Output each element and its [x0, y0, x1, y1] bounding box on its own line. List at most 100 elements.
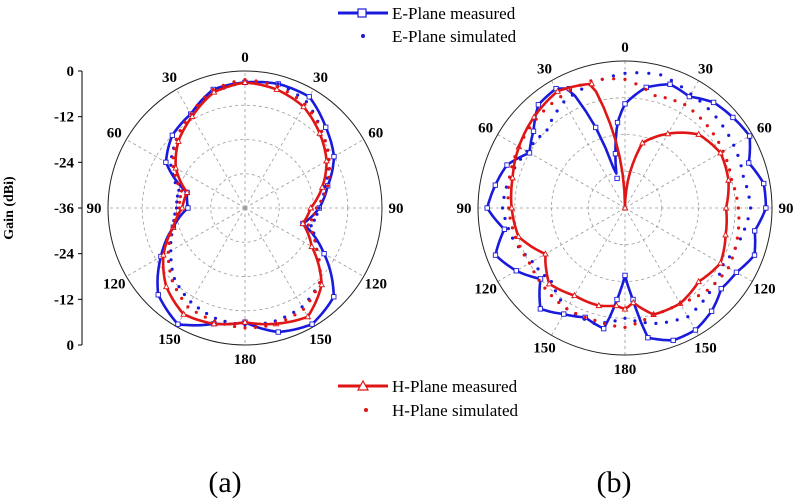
series-point [172, 147, 176, 151]
series-marker [526, 150, 533, 156]
series-point [168, 269, 172, 273]
series-point [732, 143, 736, 147]
series-point [613, 324, 617, 328]
series-point [623, 325, 627, 329]
series-marker [614, 296, 620, 303]
series-point [603, 322, 607, 326]
series-point [178, 200, 182, 204]
series-point [176, 182, 180, 186]
series-point [570, 93, 575, 97]
series-point [285, 90, 289, 94]
series-point [213, 316, 218, 320]
series-marker [304, 313, 312, 320]
series-point [611, 74, 616, 78]
angle-tick-label: 60 [478, 121, 493, 137]
series-marker [273, 85, 281, 92]
series-point [203, 315, 207, 319]
series-marker [593, 124, 599, 131]
series-marker [761, 180, 767, 187]
panel-a-label: (a) [208, 466, 241, 499]
series-marker [746, 160, 752, 166]
series-point [550, 101, 554, 106]
legend-top: E-Plane measured E-Plane simulated [338, 4, 517, 46]
series-point [283, 315, 287, 319]
series-point [169, 233, 173, 237]
radial-tick-label: -12 [54, 292, 74, 308]
series-point [613, 319, 617, 323]
series-marker [307, 204, 315, 211]
series-point [565, 307, 569, 311]
angle-tick-label: 60 [757, 121, 772, 137]
series-point [326, 148, 330, 152]
series-point [747, 195, 751, 199]
grid-spoke [624, 207, 753, 282]
grid-spoke [551, 80, 626, 209]
angle-tick-label: 180 [614, 362, 637, 378]
series-point [659, 73, 663, 77]
series-point [276, 82, 280, 86]
series-point [518, 157, 523, 161]
series-point [314, 206, 318, 210]
series-marker [306, 94, 312, 100]
series-marker [639, 139, 646, 146]
angle-tick-label: 150 [158, 332, 181, 348]
series-point [222, 322, 227, 326]
series-point [678, 301, 682, 306]
series-point [727, 255, 732, 259]
series-marker [530, 128, 537, 134]
series-point [317, 258, 321, 262]
series-point [170, 267, 174, 271]
angle-tick-label: 120 [103, 277, 126, 293]
legend-e-simulated-label: E-Plane simulated [392, 27, 517, 46]
series-marker [621, 204, 629, 211]
series-point [243, 78, 247, 82]
grid-circle [210, 173, 280, 243]
series-marker [210, 88, 218, 95]
series-point [312, 212, 316, 216]
series-point [506, 185, 510, 189]
series-point [293, 313, 297, 317]
series-point [169, 249, 173, 253]
series-marker [561, 311, 567, 317]
series-point [170, 279, 174, 283]
series-point [714, 115, 718, 119]
series-marker [318, 183, 326, 190]
angle-tick-label: 0 [621, 40, 629, 56]
series-marker [571, 291, 578, 298]
legend-e-simulated-marker [361, 34, 365, 38]
series-marker [645, 335, 651, 341]
series-point [542, 274, 547, 278]
series-marker [621, 305, 629, 312]
series-point [306, 223, 310, 227]
series-point [720, 274, 724, 278]
series-marker [763, 205, 769, 211]
series-point [633, 319, 637, 323]
series-point [178, 129, 182, 133]
series-marker [717, 149, 724, 156]
series-marker [331, 294, 337, 300]
series-marker [554, 87, 561, 94]
series-marker [710, 99, 717, 106]
series-point [313, 290, 317, 294]
series-point [686, 315, 690, 319]
series-point [717, 272, 722, 276]
series-point [223, 319, 227, 323]
series-marker [747, 133, 753, 139]
series-point [701, 299, 705, 303]
series-point [592, 321, 596, 325]
series-point [304, 100, 308, 104]
grid-spoke [624, 134, 753, 209]
series-point [527, 261, 532, 265]
series-marker [331, 153, 337, 160]
series-point [180, 296, 184, 300]
series-point [292, 310, 296, 314]
series-marker [513, 268, 519, 274]
series-point [696, 294, 701, 298]
series-point [689, 92, 693, 96]
series-point [532, 270, 536, 274]
series-point [729, 177, 734, 182]
series-marker [175, 321, 181, 327]
series-point [500, 206, 505, 210]
series-point [559, 95, 563, 99]
series-marker [308, 242, 316, 249]
